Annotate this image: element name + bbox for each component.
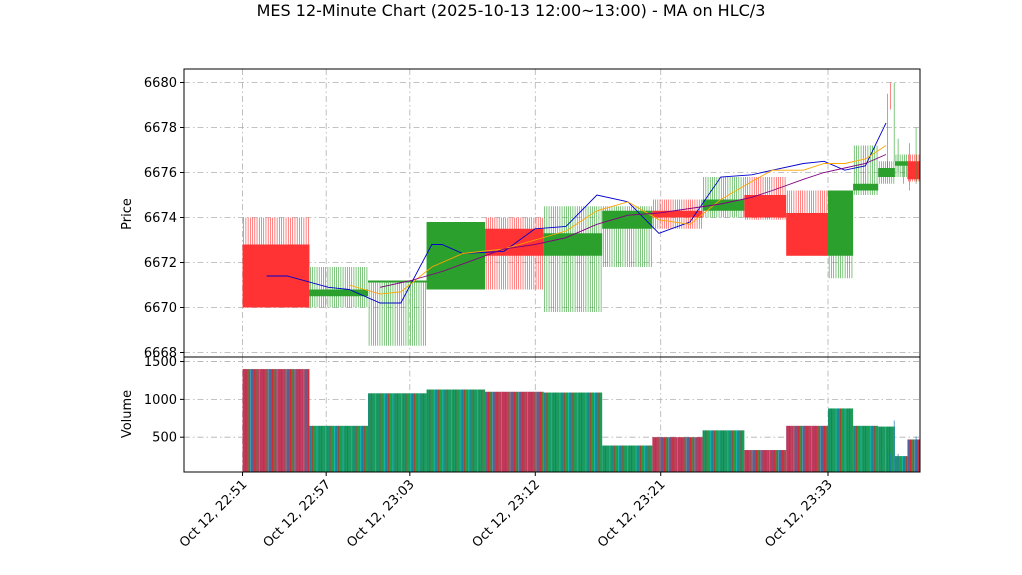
candle-body: [485, 228, 544, 256]
volume-bar: [894, 456, 908, 472]
candle: [242, 217, 310, 308]
price-candles: [242, 82, 920, 346]
candle: [786, 190, 828, 256]
volume-panel-frame: [183, 356, 921, 473]
volume-bar: [878, 426, 895, 472]
volume-bar: [652, 437, 703, 472]
volume-tick-label: 1000: [144, 393, 177, 408]
price-tick-label: 6674: [144, 211, 177, 226]
moving-average-lines: [266, 122, 887, 304]
candle-body: [744, 195, 787, 218]
price-tick-label: 6678: [144, 121, 177, 136]
candle-body: [828, 190, 854, 256]
volume-bar: [702, 430, 745, 472]
candle-body: [786, 213, 828, 256]
volume-bar-body: [894, 456, 908, 472]
time-tick-label: Oct 12, 22:57: [261, 477, 334, 550]
time-tick-label: Oct 12, 22:51: [177, 477, 250, 550]
candle: [744, 177, 787, 220]
candle: [878, 161, 895, 184]
price-tick-label: 6676: [144, 166, 177, 181]
candle: [702, 177, 745, 218]
time-tick-label: Oct 12, 23:03: [344, 477, 417, 550]
chart-title: MES 12-Minute Chart (2025-10-13 12:00~13…: [257, 1, 766, 20]
candle: [426, 222, 486, 290]
volume-bar: [485, 391, 544, 472]
candle-body: [543, 233, 603, 256]
candle-body: [309, 289, 368, 297]
candle: [309, 267, 368, 308]
candle-body: [894, 161, 908, 166]
candle: [602, 206, 653, 267]
candle-body: [652, 210, 703, 218]
volume-axis-label: Volume: [120, 390, 135, 438]
moving-average-line: [266, 122, 887, 304]
candle: [485, 217, 544, 290]
candle: [894, 154, 908, 177]
candle: [853, 145, 879, 195]
price-axis-ticks: 6668 6670 6672 6674 6676 6678 6680: [144, 76, 184, 361]
candle-body: [853, 183, 879, 191]
volume-bar: [309, 425, 368, 472]
candle-body: [907, 161, 920, 180]
volume-bars: [242, 369, 920, 472]
price-tick-label: 6670: [144, 301, 177, 316]
time-axis-ticks: Oct 12, 22:51 Oct 12, 22:57 Oct 12, 23:03 O…: [177, 472, 836, 551]
volume-bar: [828, 408, 854, 472]
volume-bar-body: [242, 369, 310, 472]
candle: [907, 154, 920, 182]
candle-body: [702, 199, 745, 211]
volume-tick-label: 500: [152, 431, 177, 446]
candle-body: [426, 222, 486, 290]
candle-body: [602, 210, 653, 229]
candle-body: [368, 280, 427, 283]
volume-bar: [543, 392, 603, 472]
volume-bar: [744, 450, 787, 472]
volume-axis-ticks: 500 1000 1500: [144, 355, 184, 446]
price-tick-label: 6672: [144, 256, 177, 271]
moving-average-line: [349, 145, 887, 295]
candle: [543, 206, 603, 312]
price-tick-label: 6680: [144, 76, 177, 91]
candle: [368, 280, 427, 346]
volume-bar: [368, 393, 427, 472]
time-tick-label: Oct 12, 23:12: [470, 477, 543, 550]
moving-average-line: [380, 154, 887, 288]
volume-bar: [602, 445, 653, 472]
price-axis-label: Price: [120, 198, 135, 230]
volume-bar: [853, 425, 879, 472]
volume-tick-label: 1500: [144, 355, 177, 370]
candle: [828, 190, 854, 279]
volume-bar: [786, 425, 828, 472]
price-tick-label: 6668: [144, 346, 177, 361]
time-tick-label: Oct 12, 23:21: [595, 477, 668, 550]
volume-bar: [907, 439, 920, 472]
candle-body: [878, 168, 895, 177]
volume-bar-body: [878, 426, 895, 472]
time-tick-label: Oct 12, 23:33: [762, 477, 835, 550]
volume-bar: [242, 369, 310, 472]
volume-bar: [426, 389, 486, 472]
